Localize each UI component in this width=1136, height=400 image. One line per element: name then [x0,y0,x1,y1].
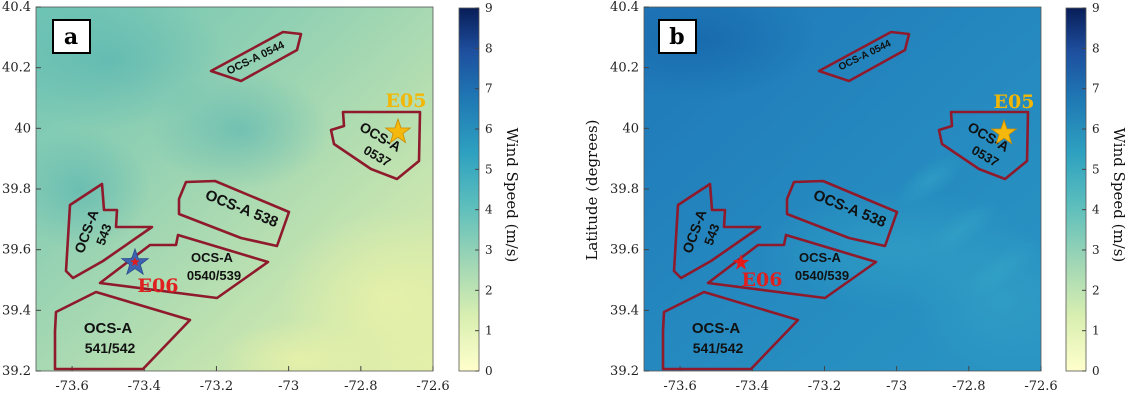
colorbar-b-tick-label: 9 [1092,1,1100,15]
lease-ocs-a-543 [64,182,154,280]
lease-ocs-a-0544 [209,30,303,83]
axis-a-x-tick-label: -72.6 [416,379,449,394]
e06-star-icon [732,254,750,270]
sites-b: E05 E06 [732,91,1035,291]
colorbar-a-tick-label: 1 [485,324,493,338]
colorbar-b-tick-label: 3 [1092,243,1100,257]
lease-ocs-a-541 [661,290,800,371]
y-axis-label-b: Latitude (degrees) [583,119,601,260]
label-ocs-0540-l1: OCS-A [799,250,842,265]
axes-b: -73.6 -73.4 -73.2 -73 -72.8 -72.6 39.2 39.4 39.6… [610,0,1058,394]
e06-label: E06 [138,275,179,297]
axis-b-x-tick-label: -73.6 [663,379,696,394]
colorbar-b-tick-label: 5 [1092,162,1100,176]
panel-letter-b: b [658,19,697,54]
axis-a-y-tick-label: 39.4 [2,303,31,318]
colorbar-a: 0 1 2 3 4 5 6 7 8 9 Wind Speed (m/s) [458,1,521,378]
label-ocs-541-l2: 541/542 [85,340,136,356]
axis-b-y-tick-label: 39.8 [610,182,639,197]
axis-a-y-tick-label: 40 [14,121,31,136]
panel-a: -73.6 -73.4 -73.2 -73 -72.8 -72.6 39.2 39.4 39.6… [2,0,521,394]
axis-b-y-tick-label: 39.2 [610,364,639,379]
colorbar-b-label: Wind Speed (m/s) [1110,128,1128,263]
colorbar-b-tick-label: 4 [1092,203,1100,217]
axis-a-x-tick-label: -73 [278,379,299,394]
colorbar-a-tick-label: 3 [485,243,493,257]
lease-ocs-a-541 [53,290,192,371]
label-ocs-541-l1: OCS-A [692,320,741,337]
axis-b-x-tick-label: -73.4 [736,379,769,394]
colorbar-a-tick-label: 6 [485,122,493,136]
label-ocs-543-l2: 543 [93,222,115,248]
axis-a-y-tick-label: 40.2 [2,61,31,76]
axis-a-x-tick-label: -72.8 [344,379,377,394]
e05-star-icon [384,117,412,144]
label-ocs-541-l2: 541/542 [693,340,744,356]
colorbar-b-tick-label: 1 [1092,324,1100,338]
axis-b-y-tick-label: 40.4 [610,0,639,15]
lease-ocs-a-538 [785,179,899,248]
colorbar-b-tick-label: 8 [1092,41,1100,55]
lease-areas-a [53,30,422,371]
lease-ocs-a-538 [177,179,291,248]
colorbar-a-ticks: 0 1 2 3 4 5 6 7 8 9 [475,1,493,378]
axis-a-y-tick-label: 39.8 [2,182,31,197]
label-ocs-0540-l2: 0540/539 [795,268,849,283]
sites-a: E05 E06 [120,90,427,297]
colorbar-a-tick-label: 4 [485,203,493,217]
axis-b-y-tick-label: 39.4 [610,303,639,318]
axis-b-x-tick-label: -73.2 [808,379,841,394]
e05-label: E05 [994,91,1035,113]
colorbar-a-tick-label: 0 [485,364,493,378]
e06-label: E06 [742,269,783,291]
panel-b: -73.6 -73.4 -73.2 -73 -72.8 -72.6 39.2 39.4 39.6… [583,0,1128,394]
label-ocs-541-l1: OCS-A [84,320,133,337]
colorbar-a-tick-label: 5 [485,162,493,176]
label-ocs-0540-l1: OCS-A [191,250,234,265]
colorbar-a-tick-label: 7 [485,82,493,96]
axis-a-x-tick-label: -73.6 [55,379,88,394]
axis-b-x-tick-label: -72.8 [952,379,985,394]
e06-inner-star-icon [130,257,140,267]
lease-ocs-a-0537 [937,110,1030,181]
colorbar-a-tick-label: 9 [485,1,493,15]
label-ocs-0540-l2: 0540/539 [187,268,241,283]
lease-ocs-a-543 [672,182,762,280]
axis-b-x-tick-label: -73 [886,379,907,394]
axis-a-y-tick-label: 39.2 [2,364,31,379]
lease-ocs-a-0537 [329,110,422,181]
colorbar-b-tick-label: 7 [1092,82,1100,96]
lease-ocs-a-0540 [98,233,270,300]
axis-b-x-tick-label: -72.6 [1024,379,1057,394]
axis-a-x-tick-label: -73.4 [128,379,161,394]
axes-a: -73.6 -73.4 -73.2 -73 -72.8 -72.6 39.2 39.4 39.6… [2,0,450,394]
panel-letter-b-text: b [669,24,684,50]
lease-areas-b [661,30,1030,371]
axis-a-y-tick-label: 39.6 [2,243,31,258]
e05-label: E05 [386,90,427,112]
colorbar-a-label: Wind Speed (m/s) [503,128,521,263]
colorbar-b-tick-label: 0 [1092,364,1100,378]
axis-b-y-tick-label: 39.6 [610,243,639,258]
axis-a-x-tick-label: -73.2 [200,379,233,394]
e05-star-icon [990,118,1018,145]
colorbar-b-tick-label: 2 [1092,283,1100,297]
colorbar-b-tick-label: 6 [1092,122,1100,136]
wind-field-a [36,7,433,371]
colorbar-a-tick-label: 2 [485,283,493,297]
colorbar-a-tick-label: 8 [485,41,493,55]
panel-letter-a-text: a [64,24,78,50]
axis-b-y-tick-label: 40 [622,121,639,136]
lease-ocs-a-0544 [817,30,911,83]
axis-b-y-tick-label: 40.2 [610,61,639,76]
colorbar-b: 0 1 2 3 4 5 6 7 8 9 Wind Speed (m/s) [1065,1,1128,378]
lease-ocs-a-0540 [706,233,878,300]
panel-letter-a: a [52,19,91,54]
label-ocs-543-l2: 543 [701,222,723,248]
colorbar-b-ticks: 0 1 2 3 4 5 6 7 8 9 [1082,1,1100,378]
axis-a-y-tick-label: 40.4 [2,0,31,15]
